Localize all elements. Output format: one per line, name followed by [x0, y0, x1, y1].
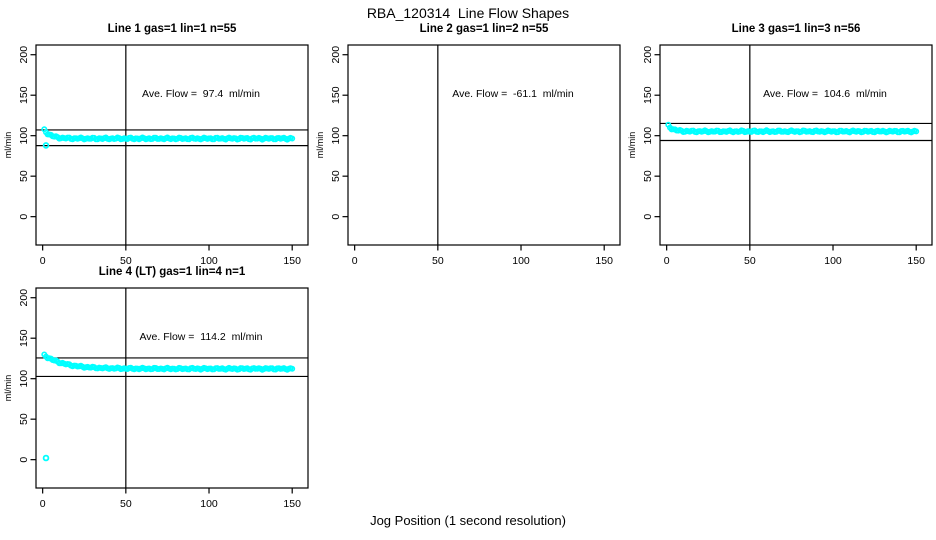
svg-text:100: 100 [330, 127, 342, 145]
svg-text:100: 100 [18, 370, 30, 388]
plot-area-line-2: 0 50 100 150 0 50 100 150 200 [330, 44, 621, 267]
svg-text:150: 150 [330, 86, 342, 104]
svg-text:50: 50 [120, 255, 132, 267]
panel-title-line-4: Line 4 (LT) gas=1 lin=4 n=1 [98, 266, 246, 278]
svg-text:150: 150 [18, 86, 30, 104]
svg-text:50: 50 [642, 170, 654, 182]
svg-text:150: 150 [595, 255, 613, 267]
svg-text:50: 50 [18, 413, 30, 425]
svg-text:0: 0 [18, 214, 30, 220]
svg-text:100: 100 [200, 255, 218, 267]
svg-text:50: 50 [744, 255, 756, 267]
svg-text:150: 150 [18, 329, 30, 347]
panel-title-line-3: Line 3 gas=1 lin=3 n=56 [731, 23, 861, 35]
svg-text:0: 0 [40, 498, 46, 510]
svg-text:150: 150 [283, 255, 301, 267]
svg-text:150: 150 [283, 498, 301, 510]
y-axis-label-line-4: ml/min [3, 374, 13, 402]
plot-area-line-1: 0 50 100 150 0 50 100 150 200 [18, 44, 309, 267]
svg-text:150: 150 [907, 255, 925, 267]
figure-title: RBA_120314 Line Flow Shapes [366, 5, 570, 21]
svg-text:50: 50 [120, 498, 132, 510]
ave-flow-annotation-line-3: Ave. Flow = 104.6 ml/min [763, 88, 887, 100]
svg-text:0: 0 [330, 214, 342, 220]
svg-text:50: 50 [432, 255, 444, 267]
svg-text:50: 50 [18, 170, 30, 182]
svg-text:0: 0 [664, 255, 670, 267]
svg-text:0: 0 [642, 214, 654, 220]
svg-text:100: 100 [512, 255, 530, 267]
svg-text:200: 200 [18, 46, 30, 64]
svg-text:200: 200 [18, 289, 30, 307]
svg-text:150: 150 [642, 86, 654, 104]
svg-text:100: 100 [18, 127, 30, 145]
y-axis-label-line-3: ml/min [627, 131, 637, 159]
ave-flow-annotation-line-2: Ave. Flow = -61.1 ml/min [452, 88, 574, 100]
svg-text:0: 0 [352, 255, 358, 267]
svg-text:0: 0 [40, 255, 46, 267]
svg-text:100: 100 [642, 127, 654, 145]
svg-text:100: 100 [824, 255, 842, 267]
plot-area-line-4: 0 50 100 150 0 50 100 150 200 [18, 287, 309, 510]
svg-text:200: 200 [642, 46, 654, 64]
panel-title-line-2: Line 2 gas=1 lin=2 n=55 [419, 23, 549, 35]
svg-text:50: 50 [330, 170, 342, 182]
ave-flow-annotation-line-4: Ave. Flow = 114.2 ml/min [139, 331, 263, 343]
svg-text:0: 0 [18, 457, 30, 463]
svg-text:200: 200 [330, 46, 342, 64]
y-axis-label-line-2: ml/min [315, 131, 325, 159]
plot-area-line-3: 0 50 100 150 0 50 100 150 200 [642, 44, 933, 267]
ave-flow-annotation-line-1: Ave. Flow = 97.4 ml/min [142, 88, 260, 100]
x-axis-label: Jog Position (1 second resolution) [370, 513, 566, 528]
panel-title-line-1: Line 1 gas=1 lin=1 n=55 [107, 23, 237, 35]
y-axis-label-line-1: ml/min [3, 131, 13, 159]
svg-text:100: 100 [200, 498, 218, 510]
